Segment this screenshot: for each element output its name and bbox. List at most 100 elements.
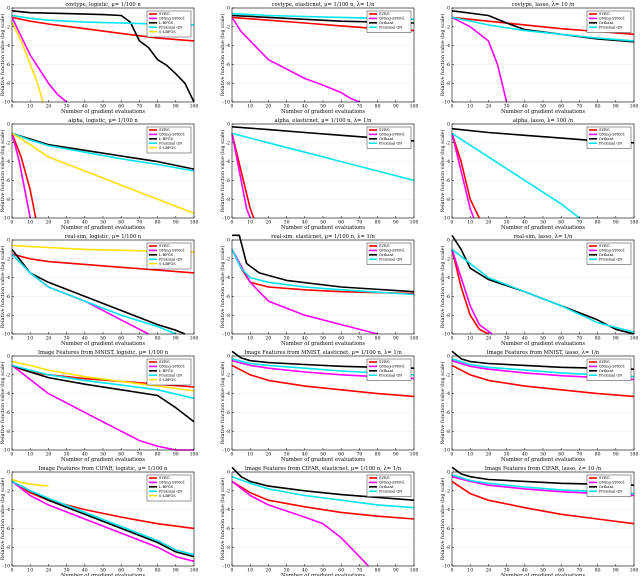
x-tick-label: 70 <box>356 452 362 458</box>
legend-entry: Orthant <box>379 369 394 373</box>
series-line-l-bfgs <box>11 364 195 423</box>
x-tick-label: 70 <box>356 220 362 226</box>
y-tick-label: 0 <box>7 122 10 128</box>
x-axis-label: Number of gradient evaluations <box>61 109 145 115</box>
legend-entry: SVRG <box>599 128 610 132</box>
x-tick-label: 0 <box>231 568 234 574</box>
x-tick-label: 50 <box>540 452 546 458</box>
series-line-qning-svrg1 <box>231 480 370 567</box>
x-tick-label: 70 <box>576 568 582 574</box>
y-tick-label: -6 <box>6 62 11 68</box>
y-tick-label: -8 <box>226 429 231 435</box>
legend-entry: SVRG <box>159 12 170 16</box>
legend-entry: Proximal QN <box>379 141 402 145</box>
x-tick-label: 80 <box>595 220 601 226</box>
x-tick-label: 100 <box>410 336 419 342</box>
x-tick-label: 60 <box>118 220 124 226</box>
y-tick-label: -6 <box>226 178 231 184</box>
y-tick-label: -4 <box>6 159 11 165</box>
y-tick-label: -2 <box>6 256 11 262</box>
panel-title: alpha, lasso, λ= 100 /n <box>513 118 574 124</box>
x-tick-label: 0 <box>231 452 234 458</box>
x-tick-label: 70 <box>136 220 142 226</box>
x-tick-label: 90 <box>173 452 179 458</box>
series-line-svrg <box>451 133 481 219</box>
x-tick-label: 40 <box>302 104 308 110</box>
x-tick-label: 30 <box>284 336 290 342</box>
y-tick-label: -10 <box>3 448 10 454</box>
x-tick-label: 40 <box>82 452 88 458</box>
x-tick-label: 20 <box>485 336 491 342</box>
legend-box <box>366 358 412 381</box>
y-tick-label: 0 <box>227 122 230 128</box>
series-line-proximal-qn <box>11 253 177 335</box>
x-tick-label: 70 <box>356 104 362 110</box>
y-tick-label: -2 <box>6 488 11 494</box>
y-axis-label: Relative function value (log scale) <box>0 362 6 445</box>
y-tick-label: -4 <box>226 391 231 397</box>
y-tick-label: -6 <box>6 178 11 184</box>
y-axis-label: Relative function value (log scale) <box>439 14 446 97</box>
x-tick-label: 10 <box>27 336 33 342</box>
x-tick-label: 100 <box>190 220 199 226</box>
y-tick-label: -2 <box>6 140 11 146</box>
series-line-l-bfgs <box>11 132 195 170</box>
y-tick-label: -6 <box>446 62 451 68</box>
legend-entry: Proximal QN <box>599 257 622 261</box>
series-line-qning-svrg1 <box>11 17 68 103</box>
legend-box <box>586 242 632 265</box>
y-axis-label: Relative function value (log scale) <box>0 246 6 329</box>
x-tick-label: 90 <box>393 104 399 110</box>
legend-entry: Orthant <box>599 21 614 25</box>
y-axis-label: Relative function value (log scale) <box>0 130 6 213</box>
y-tick-label: -10 <box>443 448 450 454</box>
legend-entry: SVRG <box>599 476 610 480</box>
y-tick-label: -6 <box>446 410 451 416</box>
x-tick-label: 80 <box>375 336 381 342</box>
x-tick-label: 80 <box>155 104 161 110</box>
series-line-proximal-qn <box>231 475 415 509</box>
x-tick-label: 50 <box>100 568 106 574</box>
panel-title: Image Features from CIFAR, logistic, μ= … <box>39 466 168 472</box>
x-tick-label: 0 <box>11 568 14 574</box>
series-line-s-lbfgs <box>11 360 195 392</box>
legend-entry: QNing-SVRG1 <box>159 365 185 369</box>
x-tick-label: 60 <box>338 568 344 574</box>
panel-title: covtype, elasticnet, μ= 1/100 n, λ= 1/n <box>272 2 376 8</box>
legend-entry: QNing-SVRG1 <box>379 133 405 137</box>
y-tick-label: -2 <box>446 140 451 146</box>
panel-title: Image Features from CIFAR, lasso, λ= 10 … <box>485 466 602 472</box>
x-tick-label: 20 <box>45 104 51 110</box>
x-tick-label: 50 <box>320 220 326 226</box>
y-tick-label: 0 <box>227 238 230 244</box>
y-tick-label: -6 <box>446 178 451 184</box>
x-tick-label: 90 <box>173 104 179 110</box>
y-tick-label: -10 <box>223 448 230 454</box>
x-tick-label: 20 <box>265 220 271 226</box>
x-tick-label: 10 <box>247 452 253 458</box>
y-tick-label: -4 <box>446 507 451 513</box>
y-tick-label: 0 <box>447 6 450 12</box>
y-tick-label: -2 <box>446 24 451 30</box>
x-tick-label: 40 <box>302 220 308 226</box>
y-tick-label: -10 <box>3 564 10 570</box>
legend-entry: QNing-SVRG1 <box>379 481 405 485</box>
x-tick-label: 100 <box>190 336 199 342</box>
x-tick-label: 0 <box>451 336 454 342</box>
x-tick-label: 60 <box>338 220 344 226</box>
x-tick-label: 40 <box>522 452 528 458</box>
x-tick-label: 90 <box>613 104 619 110</box>
y-axis-label: Relative function value (log scale) <box>219 130 226 213</box>
y-axis-label: Relative function value (log scale) <box>0 478 6 561</box>
x-tick-label: 0 <box>11 452 14 458</box>
y-tick-label: 0 <box>7 238 10 244</box>
x-tick-label: 80 <box>155 220 161 226</box>
x-tick-label: 10 <box>247 220 253 226</box>
legend-entry: QNing-SVRG1 <box>379 17 405 21</box>
x-tick-label: 60 <box>558 220 564 226</box>
y-axis-label: Relative function value (log scale) <box>0 14 6 97</box>
x-tick-label: 80 <box>375 452 381 458</box>
y-tick-label: -6 <box>6 410 11 416</box>
